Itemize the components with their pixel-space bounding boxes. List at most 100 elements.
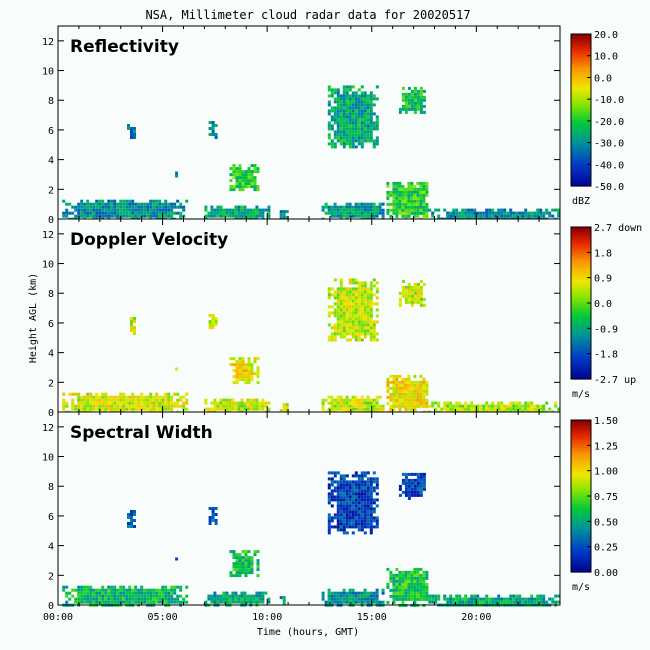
- y-tick-label: 10: [42, 453, 54, 464]
- colorbar-cell: [571, 270, 591, 274]
- x-tick-label: 15:00: [357, 612, 387, 623]
- colorbar-cell: [571, 282, 591, 286]
- colorbar-cell: [571, 341, 591, 345]
- colorbar-units: m/s: [572, 389, 590, 400]
- cloud-region: [62, 392, 189, 414]
- colorbar-cell: [571, 320, 591, 324]
- cloud-region: [386, 181, 429, 221]
- colorbar-cell: [571, 518, 591, 522]
- colorbar-cell: [571, 463, 591, 467]
- colorbar-cell: [571, 528, 591, 532]
- colorbar-cell: [571, 435, 591, 439]
- colorbar-cell: [571, 330, 591, 334]
- cloud-region: [62, 199, 189, 221]
- y-tick-label: 10: [42, 260, 54, 271]
- colorbar-cell: [571, 97, 591, 101]
- colorbar-cell: [571, 506, 591, 510]
- colorbar-cell: [571, 437, 591, 441]
- cloud-region: [279, 596, 286, 606]
- colorbar-cell: [571, 232, 591, 236]
- colorbar-tick-label: -30.0: [594, 139, 624, 150]
- colorbar-cell: [571, 84, 591, 88]
- colorbar-cell: [571, 318, 591, 322]
- colorbar-tick-label: 0.0: [594, 299, 612, 310]
- colorbar-tick-label: -2.7 up: [594, 375, 636, 386]
- y-axis-label: Height AGL (km): [28, 273, 39, 363]
- colorbar-cell: [571, 180, 591, 184]
- panel-2: 0 2 4 6 8 10 12 Spectral Width 1.50 1.25 1.00 0.75 0…: [42, 411, 618, 612]
- cloud-region: [279, 210, 289, 220]
- colorbar-cell: [571, 335, 591, 339]
- colorbar-cell: [571, 561, 591, 565]
- colorbar-cell: [571, 536, 591, 540]
- colorbar-tick-label: 10.0: [594, 52, 618, 63]
- cloud-region: [175, 557, 179, 561]
- colorbar-cell: [571, 343, 591, 347]
- colorbar-cell: [571, 455, 591, 459]
- colorbar-cell: [571, 290, 591, 294]
- plot-area: [58, 26, 560, 219]
- colorbar-cell: [571, 287, 591, 291]
- colorbar-cell: [571, 234, 591, 238]
- colorbar-cell: [571, 452, 591, 456]
- cloud-region: [208, 121, 218, 139]
- colorbar-cell: [571, 521, 591, 525]
- colorbar-cell: [571, 554, 591, 558]
- colorbar-cell: [571, 54, 591, 58]
- colorbar-cell: [571, 310, 591, 314]
- y-tick-label: 6: [48, 126, 54, 137]
- colorbar-cell: [571, 353, 591, 357]
- cloud-region: [127, 124, 136, 139]
- panel-title: Spectral Width: [70, 423, 213, 443]
- colorbar-cell: [571, 450, 591, 454]
- y-tick-label: 0: [48, 601, 54, 612]
- y-tick-label: 0: [48, 215, 54, 226]
- colorbar-cell: [571, 44, 591, 48]
- cloud-region: [428, 594, 561, 607]
- colorbar-cell: [571, 239, 591, 243]
- colorbar-cell: [571, 564, 591, 568]
- colorbar-cell: [571, 229, 591, 233]
- colorbar-cell: [571, 51, 591, 55]
- colorbar-cell: [571, 356, 591, 360]
- x-tick-label: 00:00: [43, 612, 73, 623]
- chart-title: NSA, Millimeter cloud radar data for 200…: [145, 8, 470, 22]
- colorbar-cell: [571, 373, 591, 377]
- colorbar-cell: [571, 168, 591, 172]
- colorbar-cell: [571, 145, 591, 149]
- colorbar-cell: [571, 87, 591, 91]
- colorbar-tick-label: -50.0: [594, 182, 624, 193]
- panel-title: Reflectivity: [70, 37, 179, 57]
- colorbar-cell: [571, 163, 591, 167]
- cloud-region: [175, 171, 179, 178]
- plot-area: [58, 412, 560, 605]
- colorbar-cell: [571, 442, 591, 446]
- colorbar-cell: [571, 498, 591, 502]
- colorbar-cell: [571, 488, 591, 492]
- colorbar-cell: [571, 117, 591, 121]
- colorbar-cell: [571, 328, 591, 332]
- colorbar-cell: [571, 110, 591, 114]
- cloud-region: [62, 585, 189, 607]
- colorbar-cell: [571, 72, 591, 76]
- colorbar-cell: [571, 158, 591, 162]
- colorbar-units: m/s: [572, 582, 590, 593]
- colorbar-cell: [571, 137, 591, 141]
- colorbar-tick-label: -10.0: [594, 95, 624, 106]
- colorbar-cell: [571, 422, 591, 426]
- colorbar-cell: [571, 501, 591, 505]
- x-tick-label: 10:00: [252, 612, 282, 623]
- colorbar-cell: [571, 490, 591, 494]
- colorbar: 20.0 10.0 0.0 -10.0 -20.0 -30.0 -40.0 -50.0 dBZ: [570, 30, 624, 207]
- colorbar-cell: [571, 470, 591, 474]
- colorbar-cell: [571, 280, 591, 284]
- colorbar-cell: [571, 465, 591, 469]
- colorbar-cell: [571, 89, 591, 93]
- y-tick-label: 2: [48, 185, 54, 196]
- x-tick-label: 05:00: [148, 612, 178, 623]
- cloud-region: [127, 510, 136, 528]
- colorbar: 1.50 1.25 1.00 0.75 0.50 0.25 0.00 m/s: [570, 416, 618, 593]
- y-tick-label: 4: [48, 349, 54, 360]
- colorbar-cell: [571, 132, 591, 136]
- colorbar-tick-label: 0.00: [594, 568, 618, 579]
